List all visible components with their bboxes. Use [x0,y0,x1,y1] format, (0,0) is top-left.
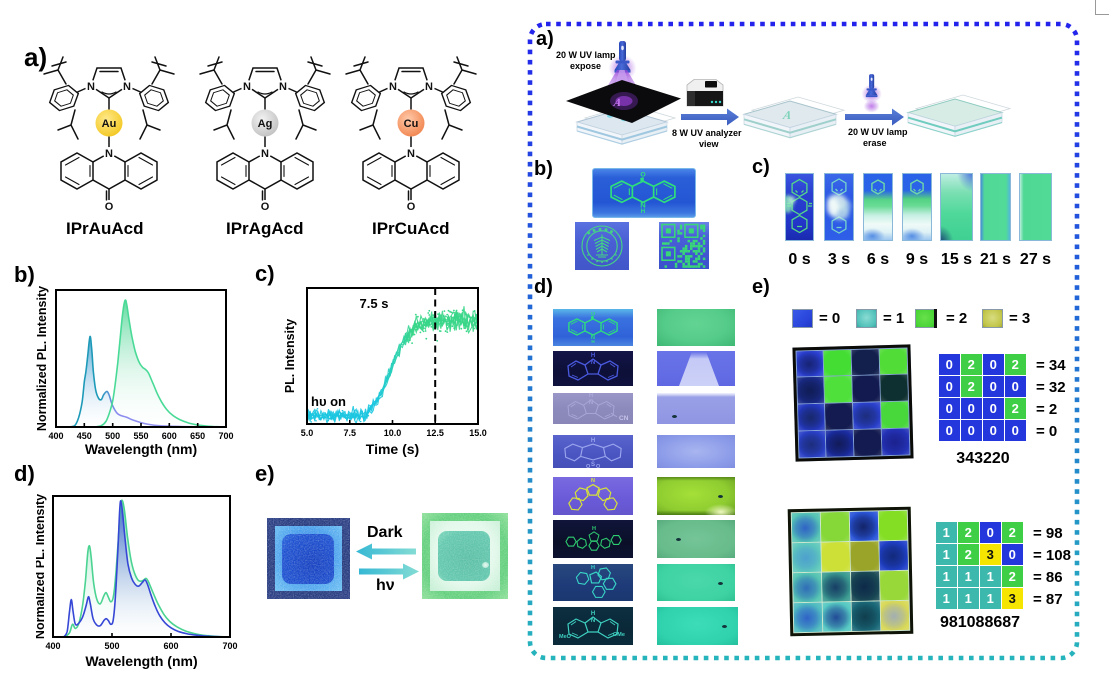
svg-text:S: S [591,462,595,468]
svg-text:H: H [591,438,595,444]
svg-text:hυ on: hυ on [311,394,346,409]
svg-text:O: O [596,464,601,468]
svg-text:N: N [589,400,593,406]
svg-text:10.0: 10.0 [384,428,402,438]
svg-text:600: 600 [163,641,178,651]
svg-text:7.5 s: 7.5 s [360,296,389,311]
svg-text:N: N [591,360,595,366]
svg-text:MeO: MeO [559,634,572,640]
svg-text:N: N [591,478,595,484]
svg-text:O: O [105,201,114,213]
svg-text:N: N [389,81,397,93]
svg-text:650: 650 [190,431,205,441]
svg-text:H: H [589,393,593,399]
svg-text:N: N [279,81,287,93]
svg-text:5.0: 5.0 [301,428,314,438]
svg-text:N: N [105,148,113,160]
svg-text:N: N [591,618,595,624]
svg-text:PL. Intensity: PL. Intensity [283,319,297,393]
svg-text:Au: Au [102,118,117,130]
svg-text:Wavelength (nm): Wavelength (nm) [85,441,197,457]
svg-text:400: 400 [48,431,63,441]
svg-text:700: 700 [218,431,233,441]
svg-text:N: N [425,81,433,93]
svg-text:15.0: 15.0 [469,428,487,438]
svg-text:400: 400 [45,641,60,651]
svg-text:O: O [640,172,646,179]
svg-text:450: 450 [77,431,92,441]
svg-text:N: N [123,81,131,93]
svg-text:N: N [640,201,645,210]
svg-text:H: H [591,353,595,359]
svg-text:H: H [641,209,645,213]
svg-text:Ag: Ag [258,118,273,130]
svg-text:N: N [407,148,415,160]
svg-text:7.5: 7.5 [344,428,357,438]
svg-text:OMe: OMe [613,632,625,638]
svg-text:H: H [591,611,595,617]
svg-text:500: 500 [104,641,119,651]
svg-text:N: N [591,335,595,341]
svg-text:O: O [407,201,416,213]
svg-text:700: 700 [222,641,237,651]
svg-text:Wavelength (nm): Wavelength (nm) [85,653,197,669]
svg-text:Normalized PL. Intensity: Normalized PL. Intensity [36,286,49,431]
svg-text:N: N [261,148,269,160]
svg-text:N: N [87,81,95,93]
svg-text:H: H [591,565,595,571]
svg-text:O: O [586,464,591,468]
svg-text:H: H [591,339,594,343]
svg-text:O: O [591,312,595,317]
svg-text:Cu: Cu [404,118,419,130]
svg-text:A: A [612,97,623,109]
svg-text:N: N [243,81,251,93]
svg-text:12.5: 12.5 [426,428,444,438]
svg-text:O: O [261,201,270,213]
svg-text:A: A [781,108,792,122]
svg-text:H: H [592,526,596,532]
svg-text:550: 550 [133,431,148,441]
svg-text:600: 600 [162,431,177,441]
svg-text:CN: CN [619,415,629,422]
svg-text:Time (s): Time (s) [366,441,419,457]
svg-text:500: 500 [105,431,120,441]
svg-text:Normalized PL. Intensity: Normalized PL. Intensity [36,494,47,639]
